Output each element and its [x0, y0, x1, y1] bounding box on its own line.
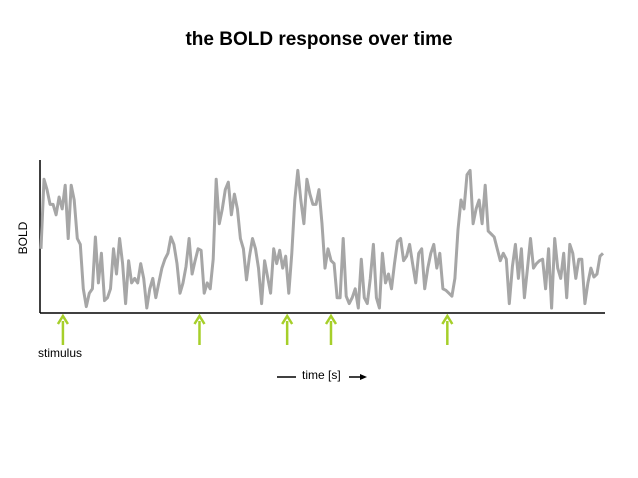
- stimulus-arrow: [56, 313, 69, 345]
- x-axis-label: time [s]: [302, 368, 341, 382]
- stimulus-arrow: [193, 313, 206, 345]
- stimulus-arrow: [324, 313, 338, 345]
- bold-line: [39, 168, 605, 310]
- arrow-head: [324, 313, 338, 325]
- arrow-head: [441, 313, 454, 325]
- axis-arrow-head: [360, 374, 367, 380]
- chart-title: the BOLD response over time: [185, 29, 452, 50]
- stimulus-label: stimulus: [38, 346, 82, 360]
- arrow-head: [281, 313, 294, 325]
- stimulus-arrow: [281, 313, 294, 345]
- arrow-head: [193, 313, 206, 325]
- arrow-head: [56, 313, 69, 325]
- stimulus-arrow: [441, 313, 454, 345]
- y-axis-label: BOLD: [16, 221, 30, 254]
